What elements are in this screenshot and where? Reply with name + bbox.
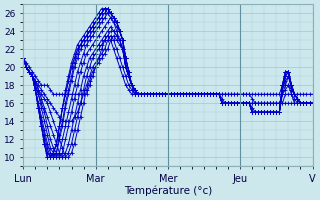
X-axis label: Température (°c): Température (°c) (124, 185, 212, 196)
